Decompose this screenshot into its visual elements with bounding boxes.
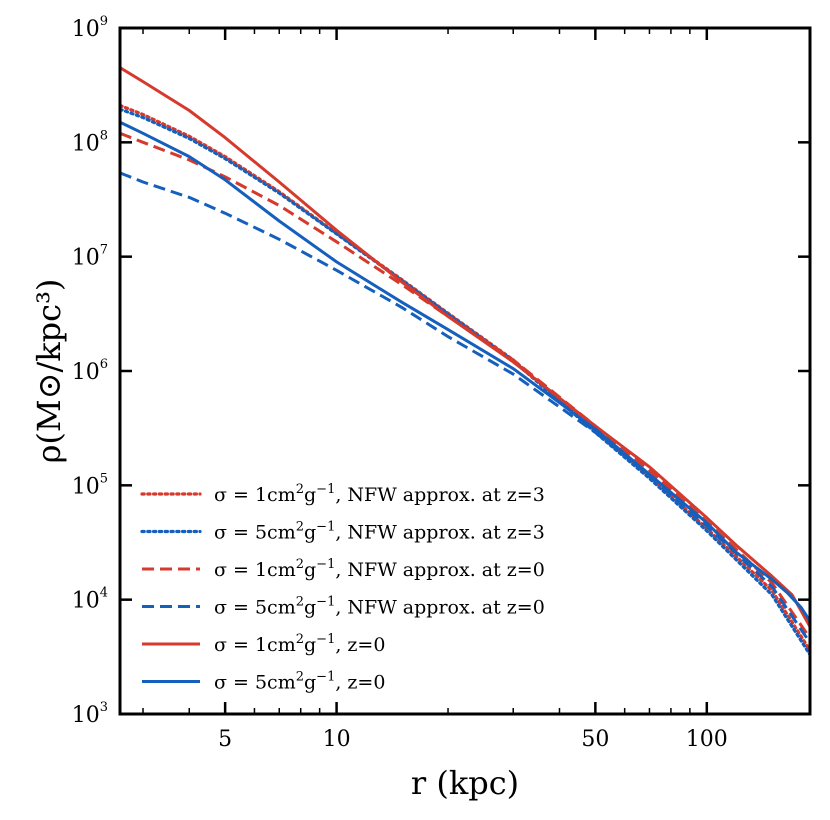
y-tick-label: 106 (72, 357, 108, 385)
y-tick-label: 103 (72, 700, 108, 728)
series-line-2 (120, 107, 810, 657)
series-line-4 (120, 171, 810, 644)
legend-label: σ = 1cm2g−1, NFW approx. at z=3 (214, 482, 545, 506)
legend-label: σ = 1cm2g−1, NFW approx. at z=0 (214, 557, 545, 581)
x-tick-label: 50 (581, 727, 609, 752)
series-lines (120, 66, 810, 657)
legend-entry: σ = 5cm2g−1, z=0 (142, 670, 385, 694)
series-line-5 (120, 66, 810, 628)
legend-label: σ = 5cm2g−1, NFW approx. at z=0 (214, 595, 545, 619)
x-tick-label: 5 (218, 727, 232, 752)
legend-label: σ = 5cm2g−1, NFW approx. at z=3 (214, 520, 545, 544)
legend-label: σ = 5cm2g−1, z=0 (214, 670, 385, 694)
y-tick-label: 107 (72, 243, 108, 271)
y-tick-label: 105 (72, 471, 108, 499)
legend: σ = 1cm2g−1, NFW approx. at z=3 σ = 5cm2g… (140, 482, 545, 694)
x-tick-label: 10 (323, 727, 351, 752)
legend-label: σ = 1cm2g−1, z=0 (214, 632, 385, 656)
x-axis-label: r (kpc) (411, 764, 519, 802)
legend-entry: σ = 5cm2g−1, NFW approx. at z=0 (142, 595, 545, 619)
plot-frame (118, 26, 812, 716)
y-axis-label: ρ(M⊙/kpc³) (30, 279, 68, 464)
series-line-6 (120, 120, 810, 622)
y-tick-labels: 103 104 105 106 107 108 109 (72, 14, 108, 728)
legend-entry: σ = 1cm2g−1, z=0 (142, 632, 385, 656)
y-tick-label: 109 (72, 14, 108, 42)
x-tick-labels: 5 10 50 100 (218, 727, 728, 752)
y-tick-label: 104 (72, 586, 108, 614)
legend-entry: σ = 1cm2g−1, NFW approx. at z=0 (142, 557, 545, 581)
x-tick-label: 100 (686, 727, 728, 752)
legend-entry: σ = 5cm2g−1, NFW approx. at z=3 (140, 520, 545, 544)
y-tick-label: 108 (72, 128, 108, 156)
legend-entry: σ = 1cm2g−1, NFW approx. at z=3 (140, 482, 545, 506)
plot-background (120, 28, 810, 714)
